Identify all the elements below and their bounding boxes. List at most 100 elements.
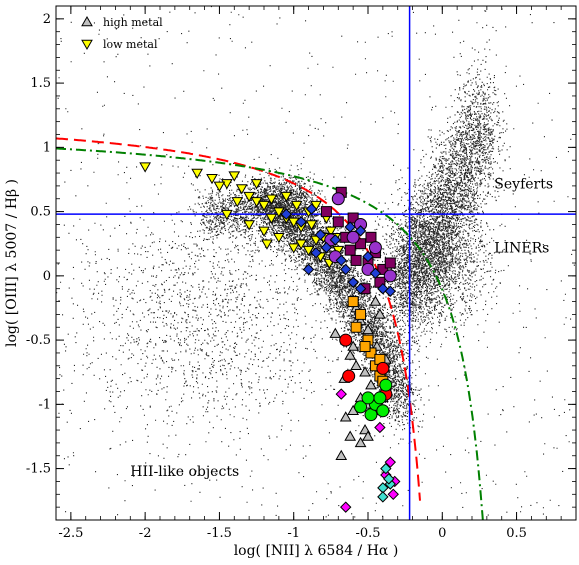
highlight-diamond-point <box>374 421 386 434</box>
y-tick-label: -1 <box>38 397 51 412</box>
highlight-diamond-point <box>380 462 392 475</box>
low-metal-point <box>206 173 218 185</box>
high-metal-point <box>339 411 352 422</box>
low-metal-point <box>250 179 263 190</box>
highlight-diamond-point <box>340 263 352 276</box>
y-tick-label: 0.5 <box>30 205 51 220</box>
highlight-square-point <box>344 244 356 256</box>
x-tick-label: -0.5 <box>355 526 380 541</box>
highlight-diamond-point <box>362 250 374 263</box>
y-axis-title: log( [OIII] λ 5007 / Hβ ) <box>4 179 20 347</box>
high-metal-point <box>329 327 342 338</box>
x-tick-label: -1.5 <box>207 526 232 541</box>
highlight-diamond-point <box>335 388 347 400</box>
highlight-circle-point <box>379 378 393 392</box>
highlight-diamond-point <box>384 456 396 468</box>
low-metal-point <box>272 207 285 218</box>
highlight-circle-point <box>361 391 375 405</box>
low-metal-point <box>139 162 152 173</box>
low-metal-point <box>243 220 256 231</box>
highlight-diamond-point <box>383 473 395 485</box>
x-tick-label: 0.5 <box>506 526 527 541</box>
highlight-circle-point <box>339 333 353 347</box>
highlight-diamond-point <box>347 276 359 288</box>
highlight-circle-point <box>383 269 397 283</box>
high-metal-point <box>347 340 360 351</box>
highlight-circle-point <box>368 241 382 255</box>
x-tick-label: -2 <box>139 526 152 541</box>
kewley-curve <box>56 147 484 520</box>
high-metal-point <box>362 323 374 335</box>
highlight-diamond-point <box>305 203 318 215</box>
region-label: HII-like objects <box>130 464 239 480</box>
highlight-diamond-point <box>387 488 399 501</box>
low-metal-point <box>280 191 293 203</box>
y-tick-label: -0.5 <box>26 333 51 348</box>
high-metal-point <box>354 436 367 448</box>
high-metal-point <box>369 295 382 306</box>
low-metal-point <box>287 243 300 254</box>
high-metal-point <box>359 366 371 377</box>
highlight-square-point <box>359 341 371 353</box>
highlight-circle-point <box>373 391 387 405</box>
low-metal-point <box>290 200 303 212</box>
highlight-circle-point <box>346 230 360 244</box>
y-tick-label: 1 <box>43 140 51 155</box>
legend-high-metal-icon <box>81 15 93 27</box>
highlight-square-point <box>320 206 332 218</box>
highlight-circle-point <box>376 404 390 418</box>
low-metal-point <box>191 168 204 180</box>
high-metal-point <box>374 308 386 319</box>
legend-label: high metal <box>103 16 163 29</box>
highlight-diamond-point <box>335 254 347 267</box>
y-tick-label: 1.5 <box>30 76 51 91</box>
high-metal-point <box>365 379 377 390</box>
highlight-square-point <box>384 257 396 269</box>
legend: high metal low metal <box>81 15 163 51</box>
low-metal-point <box>261 239 273 250</box>
axes: -2.5 -2 -1.5 -1 -0.5 0 0.5 -1.5 -1 -0.5 0 0.5 1 1.5 2 <box>26 5 577 541</box>
low-metal-point <box>258 200 270 212</box>
highlight-square-point <box>350 254 362 266</box>
highlight-diamond-point <box>344 221 356 233</box>
highlight-circle-point <box>376 361 390 375</box>
low-metal-point <box>302 245 315 257</box>
legend-label: low metal <box>103 38 158 51</box>
region-label: Seyferts <box>494 176 553 192</box>
highlight-diamond-point <box>384 285 396 297</box>
y-tick-label: 0 <box>43 269 51 284</box>
low-metal-point <box>213 181 226 192</box>
highlight-square-point <box>365 231 377 243</box>
high-metal-point <box>335 449 348 460</box>
highlight-circle-point <box>354 400 368 414</box>
highlight-square-point <box>377 263 389 275</box>
background-galaxy-cloud <box>56 6 575 518</box>
highlight-circle-point <box>342 369 356 383</box>
highlight-diamond-point <box>354 225 367 237</box>
x-tick-label: -1 <box>287 526 300 541</box>
highlight-diamond-point <box>329 234 342 246</box>
low-metal-point <box>231 197 244 208</box>
low-metal-point <box>272 233 285 244</box>
x-tick-label: 0 <box>438 526 446 541</box>
low-metal-point <box>295 239 308 250</box>
low-metal-point <box>324 226 337 237</box>
low-metal-point <box>265 213 278 225</box>
low-metal-point <box>265 194 278 205</box>
highlight-diamond-point <box>295 216 307 228</box>
x-tick-label: -2.5 <box>58 526 83 541</box>
high-metal-point <box>362 430 374 441</box>
highlight-square-point <box>365 347 377 359</box>
highlight-diamond-point <box>369 267 382 279</box>
x-axis-title: log( [NII] λ 6584 / Hα ) <box>234 543 399 559</box>
high-metal-point <box>344 349 357 360</box>
highlight-square-point <box>355 238 367 250</box>
low-metal-point <box>235 184 248 195</box>
highlight-diamond-point <box>314 229 327 241</box>
highlight-diamond-point <box>340 501 352 513</box>
data-points <box>139 162 401 513</box>
highlight-diamond-point <box>320 241 333 254</box>
highlight-square-point <box>347 212 359 224</box>
highlight-diamond-point <box>377 491 389 503</box>
legend-low-metal-icon <box>81 39 93 51</box>
